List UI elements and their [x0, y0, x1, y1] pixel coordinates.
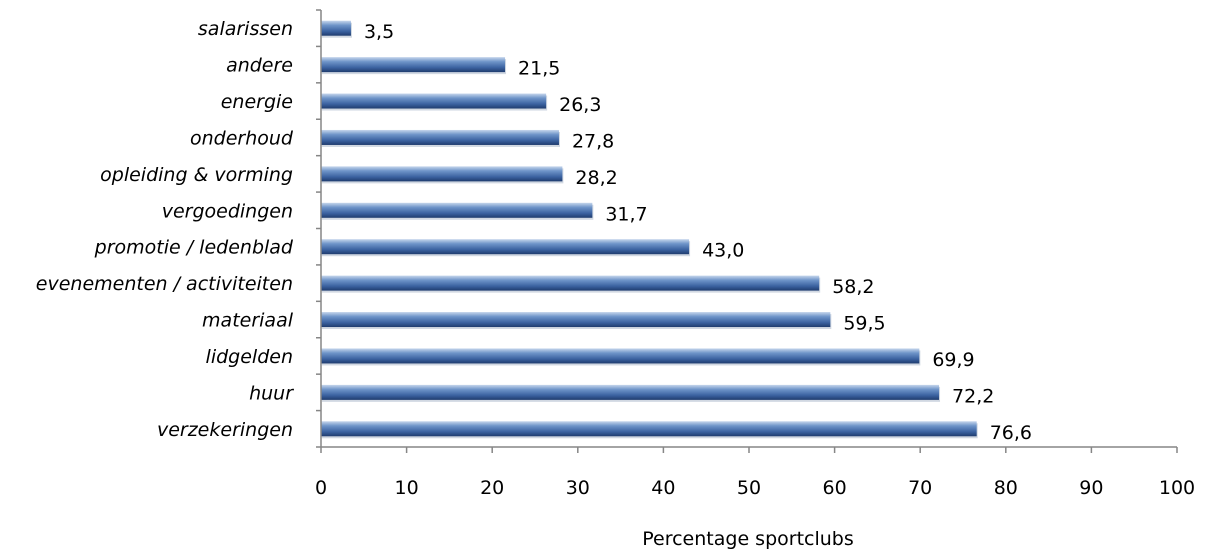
data-label: 28,2: [575, 167, 617, 189]
data-label: 21,5: [518, 58, 560, 80]
bar: [321, 312, 831, 328]
x-tick-label: 20: [480, 477, 504, 499]
x-tick-label: 70: [908, 477, 932, 499]
bar: [321, 93, 547, 109]
x-tick-label: 0: [315, 477, 327, 499]
category-label: lidgelden: [206, 346, 293, 368]
bar: [321, 20, 351, 36]
x-tick-label: 60: [823, 477, 847, 499]
bar: [321, 384, 940, 400]
category-label: salarissen: [198, 18, 293, 40]
bar: [321, 348, 920, 364]
data-label: 43,0: [702, 240, 744, 262]
x-tick-label: 40: [651, 477, 675, 499]
x-axis-title: Percentage sportclubs: [642, 528, 854, 550]
category-label: huur: [249, 382, 294, 404]
data-label: 59,5: [843, 313, 885, 335]
category-label: onderhoud: [190, 127, 294, 149]
bar: [321, 421, 977, 437]
x-tick-label: 30: [566, 477, 590, 499]
x-tick-label: 80: [994, 477, 1018, 499]
bar: [321, 57, 506, 73]
x-tick-label: 50: [737, 477, 761, 499]
data-label: 72,2: [952, 385, 994, 407]
bar: [321, 239, 690, 255]
bar: [321, 129, 559, 145]
bar: [321, 275, 820, 291]
category-label: opleiding & vorming: [100, 164, 293, 186]
category-label: vergoedingen: [162, 200, 293, 222]
bar: [321, 202, 593, 218]
x-tick-label: 10: [395, 477, 419, 499]
x-tick-label: 100: [1159, 477, 1195, 499]
data-label: 27,8: [572, 130, 614, 152]
data-label: 26,3: [559, 94, 601, 116]
category-label: promotie / ledenblad: [94, 237, 294, 259]
plot-area: 3,5 salarissen 21,5 andere 26,3 energie 27,8 on…: [36, 9, 1195, 499]
data-label: 69,9: [932, 349, 974, 371]
data-label: 76,6: [990, 422, 1032, 444]
data-label: 58,2: [832, 276, 874, 298]
data-label: 3,5: [364, 21, 394, 43]
category-label: verzekeringen: [157, 419, 293, 441]
category-label: materiaal: [202, 310, 294, 332]
category-label: evenementen / activiteiten: [36, 273, 293, 295]
data-label: 31,7: [605, 203, 647, 225]
category-label: energie: [221, 91, 293, 113]
category-label: andere: [226, 55, 293, 77]
x-tick-label: 90: [1079, 477, 1103, 499]
bar: [321, 166, 563, 182]
